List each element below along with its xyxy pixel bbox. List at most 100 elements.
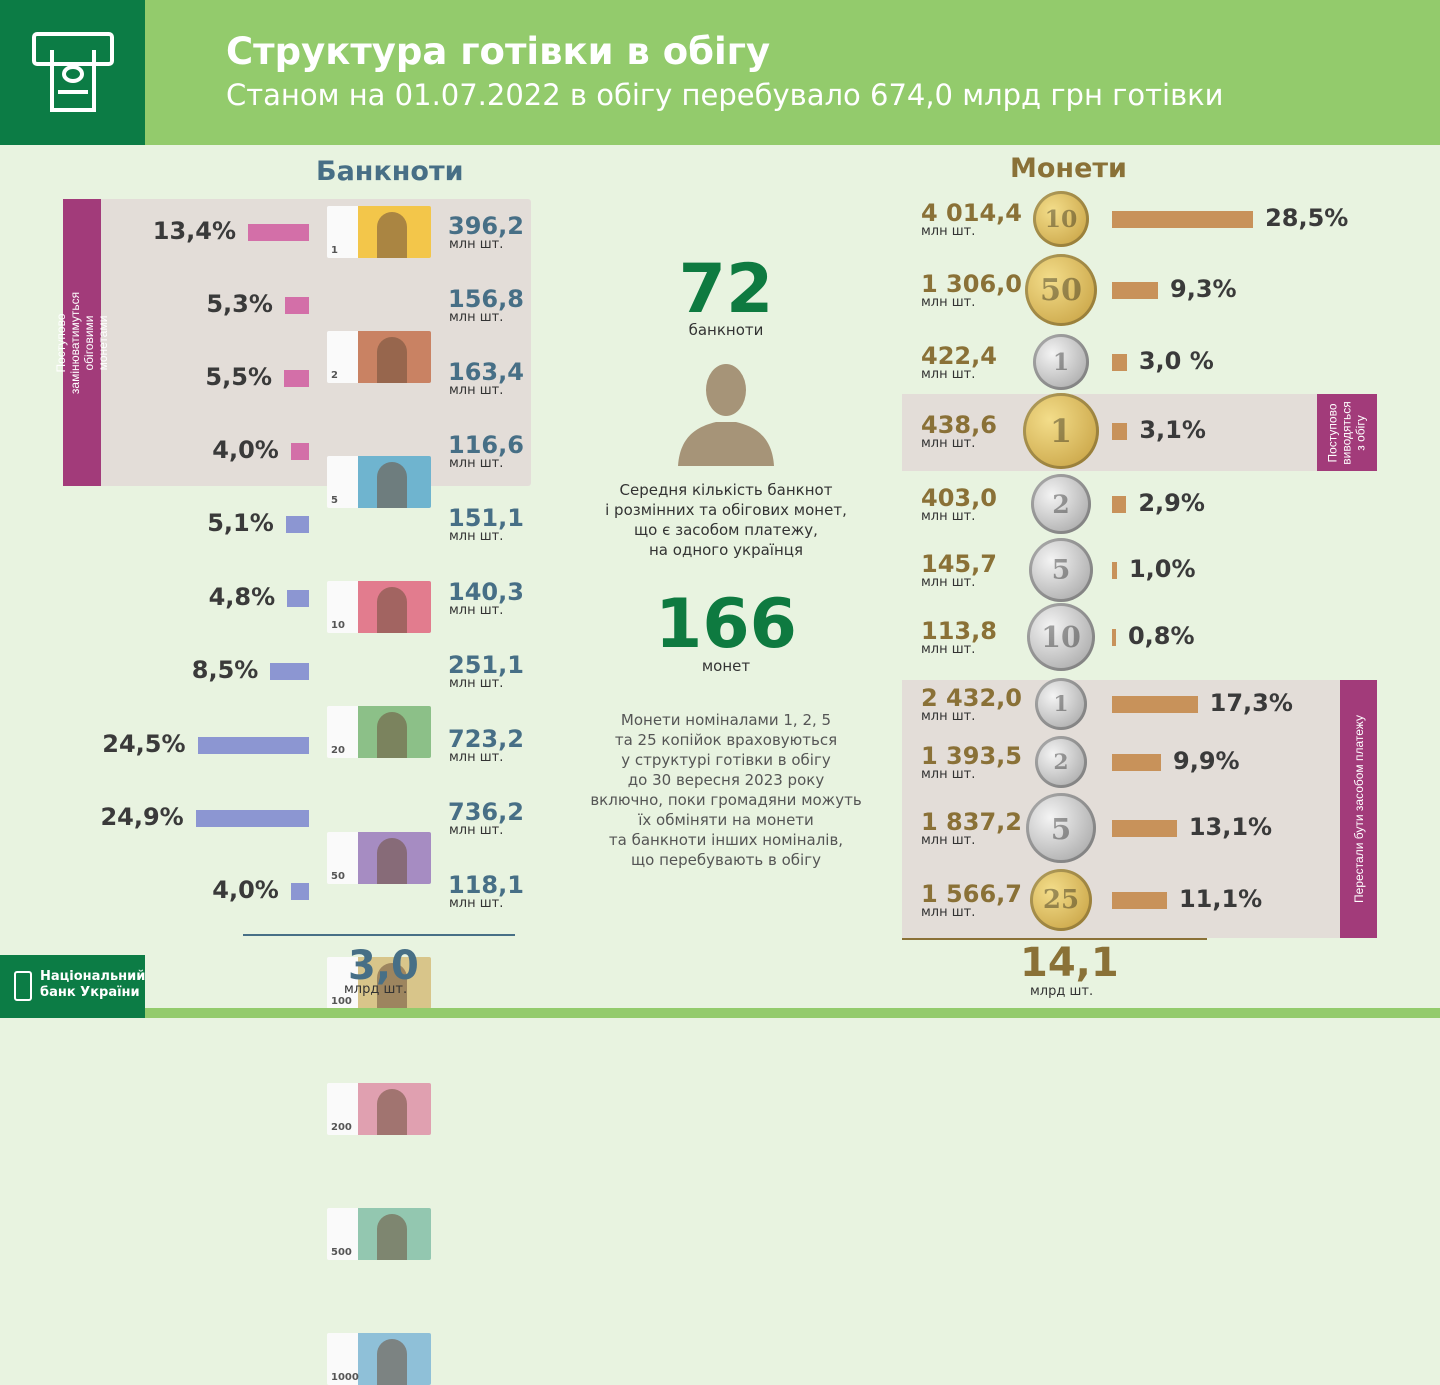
header-banner bbox=[0, 0, 1440, 145]
banknotes-per-capita: 72 bbox=[678, 250, 774, 329]
bar-percent-label: 13,1% bbox=[1188, 813, 1273, 841]
bar-mark bbox=[290, 443, 309, 460]
coin-count: 145,7 bbox=[921, 550, 997, 578]
coins-title: Монети bbox=[1010, 153, 1127, 184]
bar-percent-label: 1,0% bbox=[1128, 555, 1196, 583]
portrait-silhouette bbox=[377, 1089, 407, 1135]
coin-image: 10 bbox=[1027, 603, 1095, 671]
portrait-silhouette bbox=[377, 462, 407, 508]
banknote-count: 736,2 bbox=[448, 798, 524, 826]
bar-percent-label: 5,1% bbox=[207, 509, 274, 537]
bar-mark bbox=[283, 370, 309, 387]
bar-mark bbox=[197, 737, 309, 754]
coin-image: 10 bbox=[1033, 191, 1089, 247]
banknotes-total: 3,0 bbox=[348, 943, 419, 989]
bar-percent-label: 24,9% bbox=[100, 803, 184, 831]
banknote-denomination: 200 bbox=[331, 1122, 352, 1133]
coins-per-capita-label: монет bbox=[701, 657, 751, 675]
page-title: Структура готівки в обігу bbox=[226, 30, 771, 73]
bar-percent-label: 4,0% bbox=[212, 436, 279, 464]
bar-percent-label: 24,5% bbox=[102, 730, 186, 758]
banknote-denomination: 50 bbox=[331, 871, 345, 882]
bar-mark bbox=[285, 516, 309, 533]
coin-image: 1 bbox=[1033, 334, 1089, 390]
banknote-image: 5 bbox=[327, 456, 431, 508]
banknote-count: 723,2 bbox=[448, 725, 524, 753]
bar-mark bbox=[287, 590, 309, 607]
caption-line: що є засобом платежу, bbox=[634, 521, 818, 539]
page-subtitle: Станом на 01.07.2022 в обігу перебувало … bbox=[226, 78, 1224, 112]
note-line: у структурі готівки в обігу bbox=[621, 751, 831, 769]
bar-mark bbox=[1112, 282, 1159, 299]
bar-mark bbox=[195, 810, 309, 827]
banknotes-total-unit: млрд шт. bbox=[344, 982, 408, 997]
coin-image: 1 bbox=[1023, 393, 1099, 469]
coin-count: 1 306,0 bbox=[921, 270, 1022, 298]
coin-count: 113,8 bbox=[921, 617, 997, 645]
bar-mark bbox=[1112, 496, 1127, 513]
coins-total-unit: млрд шт. bbox=[1030, 984, 1094, 999]
coin-image: 50 bbox=[1025, 254, 1097, 326]
bar-mark bbox=[1112, 696, 1198, 713]
count-unit: млн шт. bbox=[449, 676, 504, 691]
portrait-silhouette bbox=[377, 587, 407, 633]
banknote-image: 10 bbox=[327, 581, 431, 633]
count-unit: млн шт. bbox=[921, 575, 976, 590]
banknote-count: 156,8 bbox=[448, 285, 524, 313]
banknote-count: 140,3 bbox=[448, 578, 524, 606]
bar-mark bbox=[1112, 820, 1177, 837]
banknote-image: 2 bbox=[327, 331, 431, 383]
coin-count: 1 393,5 bbox=[921, 742, 1022, 770]
banknote-denomination: 2 bbox=[331, 370, 338, 381]
count-unit: млн шт. bbox=[921, 224, 976, 239]
portrait-silhouette bbox=[377, 1214, 407, 1260]
bar-percent-label: 28,5% bbox=[1265, 204, 1349, 232]
portrait-silhouette bbox=[377, 212, 407, 258]
bar-percent-label: 13,4% bbox=[152, 217, 237, 245]
bar-percent-label: 17,3% bbox=[1209, 689, 1293, 717]
bar-mark bbox=[1112, 211, 1254, 228]
portrait-silhouette bbox=[377, 1339, 407, 1385]
logo-box bbox=[0, 0, 145, 145]
bar-percent-label: 8,5% bbox=[191, 656, 259, 684]
bar-mark bbox=[248, 224, 309, 241]
bar-mark bbox=[290, 883, 309, 900]
banknote-image: 50 bbox=[327, 832, 431, 884]
coin-count: 438,6 bbox=[921, 411, 997, 439]
coin-image: 2 bbox=[1031, 474, 1091, 534]
count-unit: млн шт. bbox=[449, 456, 504, 471]
count-unit: млн шт. bbox=[449, 529, 504, 544]
count-unit: млн шт. bbox=[449, 310, 504, 325]
banknotes-per-capita-label: банкноти bbox=[688, 321, 764, 339]
bar-percent-label: 9,9% bbox=[1173, 747, 1240, 775]
bar-percent-label: 3,1% bbox=[1139, 416, 1206, 444]
coins-per-capita: 166 bbox=[655, 585, 797, 664]
coins-total: 14,1 bbox=[1020, 940, 1119, 986]
coins-note: Монети номіналами 1, 2, 5 та 25 копійок … bbox=[576, 710, 876, 870]
bar-percent-label: 3,0 % bbox=[1138, 347, 1214, 375]
bar-percent-label: 4,0% bbox=[212, 876, 279, 904]
count-unit: млн шт. bbox=[921, 295, 976, 310]
bar-percent-label: 0,8% bbox=[1127, 622, 1195, 650]
bank-name-line: банк України bbox=[40, 985, 140, 1000]
coins-withdrawn-label: Поступово виводяться з обігу bbox=[1317, 394, 1377, 471]
banknote-image: 100 bbox=[327, 957, 431, 1009]
bar-percent-label: 5,5% bbox=[205, 363, 272, 391]
coin-image: 2 bbox=[1035, 736, 1087, 788]
banknote-denomination: 5 bbox=[331, 495, 338, 506]
footer-bar bbox=[0, 1008, 1440, 1018]
count-unit: млн шт. bbox=[921, 905, 976, 920]
caption-line: на одного українця bbox=[649, 541, 803, 559]
count-unit: млн шт. bbox=[449, 383, 504, 398]
bar-percent-label: 9,3% bbox=[1170, 275, 1237, 303]
note-line: їх обміняти на монети bbox=[638, 811, 814, 829]
count-unit: млн шт. bbox=[921, 642, 976, 657]
banknote-count: 163,4 bbox=[448, 358, 524, 386]
note-line: та банкноти інших номіналів, bbox=[608, 831, 844, 849]
portrait-silhouette bbox=[377, 838, 407, 884]
banknote-denomination: 500 bbox=[331, 1247, 352, 1258]
note-line: Монети номіналами 1, 2, 5 bbox=[620, 711, 832, 729]
count-unit: млн шт. bbox=[921, 833, 976, 848]
portrait-silhouette bbox=[377, 712, 407, 758]
count-unit: млн шт. bbox=[449, 603, 504, 618]
